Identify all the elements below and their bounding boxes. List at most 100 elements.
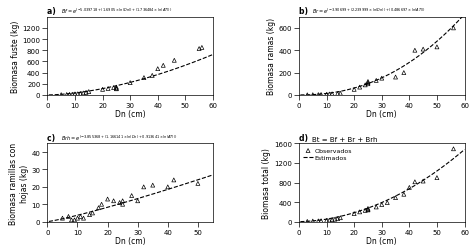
Observados	[328, 218, 336, 222]
Point	[85, 90, 92, 94]
Point	[57, 93, 65, 97]
Point	[337, 92, 344, 96]
Observados	[400, 193, 408, 197]
Point	[66, 93, 73, 97]
Point	[104, 87, 112, 91]
Estimados	[462, 148, 467, 151]
Point	[113, 87, 120, 91]
Point	[364, 82, 372, 86]
Point	[77, 214, 84, 218]
Observados	[373, 205, 380, 209]
Point	[315, 93, 322, 97]
Point	[119, 199, 127, 203]
Observados	[364, 208, 372, 212]
Observados	[337, 216, 344, 220]
Observados	[450, 147, 457, 151]
Y-axis label: Biomasa ramas (kg): Biomasa ramas (kg)	[267, 18, 276, 95]
Point	[119, 202, 127, 206]
Point	[77, 92, 84, 96]
Observados	[364, 208, 372, 212]
Point	[59, 216, 66, 220]
Estimados	[351, 211, 357, 214]
Observados	[406, 186, 413, 190]
Point	[194, 182, 201, 186]
Point	[378, 77, 385, 81]
Y-axis label: Biomasa total (kg): Biomasa total (kg)	[262, 147, 271, 218]
Estimados	[401, 191, 407, 194]
Observados	[315, 219, 322, 223]
Point	[73, 216, 81, 220]
Point	[400, 71, 408, 75]
Observados	[323, 218, 330, 223]
Point	[68, 93, 76, 97]
Point	[104, 197, 111, 201]
Point	[364, 80, 372, 84]
Point	[86, 213, 93, 217]
Estimados	[363, 208, 368, 211]
Point	[80, 216, 87, 220]
Point	[140, 76, 148, 80]
Observados	[419, 179, 427, 183]
Point	[450, 27, 457, 31]
Point	[80, 91, 87, 96]
Point	[198, 46, 206, 50]
X-axis label: Dn (cm): Dn (cm)	[366, 236, 397, 245]
Estimados	[317, 219, 323, 222]
Observados	[378, 203, 385, 207]
X-axis label: Dn (cm): Dn (cm)	[115, 236, 146, 245]
Observados	[364, 207, 372, 211]
Observados	[433, 176, 441, 180]
Point	[116, 201, 123, 205]
Estimados	[416, 182, 422, 185]
Text: b): b)	[299, 7, 310, 16]
Point	[334, 92, 341, 96]
Text: $Bf=e^{(-5.039718+(1.6905\times ln(Dn))+(1.736484\times ln(AT)))}$: $Bf=e^{(-5.039718+(1.6905\times ln(Dn))+…	[61, 7, 172, 16]
Point	[71, 92, 79, 97]
Point	[95, 206, 102, 210]
Point	[134, 199, 141, 203]
Point	[373, 79, 380, 83]
Point	[159, 64, 167, 68]
Estimados	[417, 181, 422, 184]
Text: $Br=e^{(-3.90699+(2.239999\times ln(Dn))+(0.486697\times ln(AT)))}$: $Br=e^{(-3.90699+(2.239999\times ln(Dn))…	[312, 7, 426, 16]
Line: Estimados: Estimados	[301, 150, 465, 222]
Point	[63, 93, 71, 97]
Estimados	[298, 220, 303, 223]
Point	[303, 93, 311, 98]
Legend: Observados, Estimados: Observados, Estimados	[302, 147, 354, 162]
Point	[113, 86, 120, 90]
Point	[392, 76, 399, 80]
Point	[317, 93, 325, 97]
X-axis label: Dn (cm): Dn (cm)	[366, 110, 397, 119]
Point	[364, 81, 372, 85]
Observados	[361, 209, 369, 213]
Point	[98, 202, 105, 206]
Observados	[392, 196, 399, 200]
Point	[149, 183, 156, 187]
Point	[68, 218, 75, 222]
Point	[128, 194, 136, 198]
Observados	[326, 218, 333, 222]
Observados	[334, 217, 341, 221]
Point	[71, 218, 78, 222]
Point	[356, 86, 364, 90]
Point	[433, 46, 441, 50]
Observados	[383, 201, 391, 205]
Point	[110, 86, 118, 90]
Point	[361, 83, 369, 87]
Point	[113, 87, 120, 91]
Text: Bt = Bf + Br + Brh: Bt = Bf + Br + Brh	[312, 136, 378, 142]
Point	[326, 93, 333, 97]
Observados	[411, 180, 419, 184]
Point	[127, 81, 134, 85]
Y-axis label: Biomasa fuste (kg): Biomasa fuste (kg)	[11, 21, 20, 93]
Point	[154, 67, 162, 71]
Point	[323, 93, 330, 97]
Point	[64, 214, 72, 218]
Observados	[331, 217, 338, 221]
Point	[195, 47, 203, 51]
Text: c): c)	[47, 133, 58, 142]
Observados	[356, 210, 364, 214]
Point	[110, 199, 118, 203]
X-axis label: Dn (cm): Dn (cm)	[115, 110, 146, 119]
